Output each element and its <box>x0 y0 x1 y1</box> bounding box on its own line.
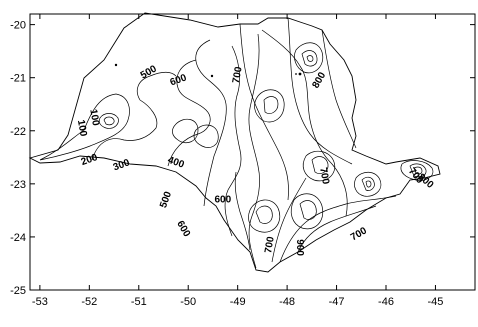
contour-loop-center <box>302 150 336 182</box>
contour-label-400: 400 <box>166 155 186 171</box>
contour-label-700: 700 <box>231 65 245 84</box>
contour-dot <box>210 74 214 78</box>
contour-700 <box>248 33 260 269</box>
contour-200 <box>39 93 130 161</box>
contour-loop-west-1 <box>172 118 199 144</box>
contour-dot <box>114 63 118 67</box>
contour-label-600: 600 <box>214 194 231 205</box>
y-tick-label: -25 <box>10 285 26 297</box>
x-tick-label: -51 <box>131 296 147 308</box>
x-tick-label: -49 <box>230 296 246 308</box>
contour-loop-south-2 <box>255 205 273 224</box>
contour-loop-southeast-2 <box>299 200 317 220</box>
contour-loop-coast <box>354 171 382 197</box>
contour-label-300: 300 <box>112 157 132 173</box>
contour-label-700: 700 <box>317 167 331 186</box>
contour-lines <box>39 17 434 269</box>
state-boundary <box>28 12 441 273</box>
contour-label-100: 100 <box>75 119 89 138</box>
contour-loop-west-2 <box>193 124 219 148</box>
contour-ridge-6 <box>234 171 251 251</box>
contour-dots <box>114 63 302 78</box>
axes: -53 -52 -51 -50 -49 -48 -47 -46 -45 -20 -21 -22 -23 -… <box>10 13 476 308</box>
contour-loop-mid-2 <box>263 96 279 114</box>
contour-label-700: 700 <box>263 235 277 254</box>
contour-loop-mid <box>254 89 285 123</box>
contour-100-loop <box>98 113 119 129</box>
y-tick-label: -20 <box>10 20 26 32</box>
plot-frame <box>29 13 476 291</box>
contour-loop-east-tip-2 <box>409 163 427 178</box>
contour-400 <box>167 59 211 167</box>
contour-ridge-4 <box>279 195 397 263</box>
contour-300 <box>91 71 177 161</box>
contour-loop-east-2 <box>301 50 318 67</box>
x-tick-label: -50 <box>180 296 196 308</box>
contour-label-600: 600 <box>169 72 189 88</box>
contour-loop-coast-3 <box>365 180 372 188</box>
x-tick-label: -52 <box>81 296 97 308</box>
x-tick-label: -46 <box>378 296 394 308</box>
contour-loop-east <box>294 42 324 74</box>
x-tick-label: -48 <box>279 296 295 308</box>
contour-600 <box>224 45 242 237</box>
y-tick-label: -22 <box>10 126 26 138</box>
contour-label-100: 100 <box>87 108 101 127</box>
contour-loop-center-2 <box>311 156 329 174</box>
contour-ridge-5 <box>297 205 377 253</box>
y-tick-label: -23 <box>10 179 26 191</box>
contour-label-900: 900 <box>294 239 305 256</box>
contour-loop-south <box>248 199 281 233</box>
x-tick-label: -45 <box>427 296 443 308</box>
x-tick-label: -53 <box>32 296 48 308</box>
y-tick-label: -24 <box>10 232 26 244</box>
contour-label-200: 200 <box>80 152 100 168</box>
contour-900 <box>271 177 307 263</box>
contour-800 <box>261 29 348 217</box>
contour-ridge-3 <box>321 29 357 149</box>
contour-loop-coast-2 <box>361 176 375 191</box>
y-tick-label: -21 <box>10 73 26 85</box>
contour-500 <box>195 39 227 207</box>
contour-label-500: 500 <box>158 190 174 210</box>
contour-map <box>28 12 441 273</box>
contour-loop-east-tip <box>400 160 434 181</box>
contour-loop-southeast <box>290 193 324 230</box>
x-tick-label: -47 <box>329 296 345 308</box>
contour-loop-east-tip-3 <box>413 166 423 175</box>
contour-100-inner <box>103 116 115 126</box>
contour-ridge-1 <box>239 23 289 201</box>
contour-dot <box>295 73 297 75</box>
contour-ridge-2 <box>287 17 353 165</box>
contour-loop-east-3 <box>306 55 314 62</box>
contour-dot <box>298 72 302 76</box>
